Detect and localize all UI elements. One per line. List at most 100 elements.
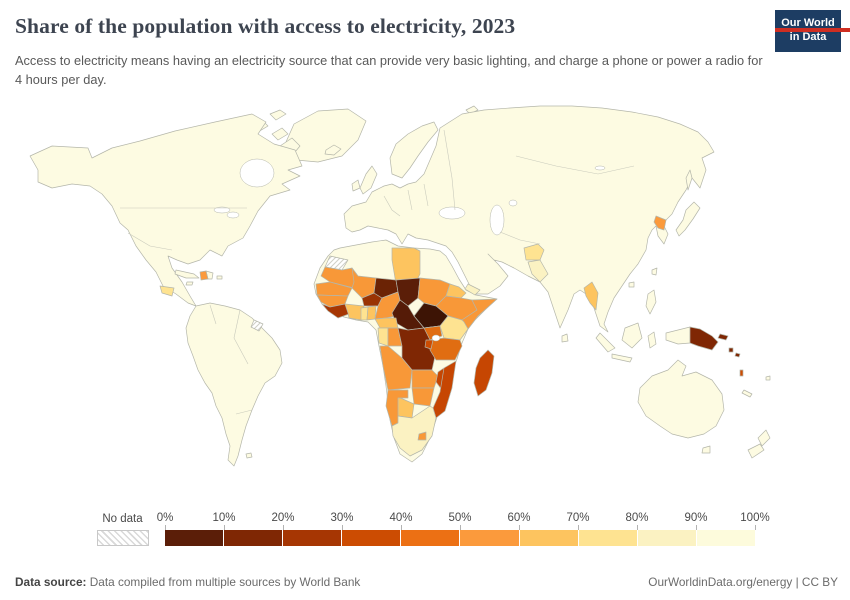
region-tanzania[interactable] [429, 337, 463, 361]
region-eritrea-djibouti[interactable] [445, 283, 467, 299]
region-north-america[interactable] [29, 113, 303, 307]
region-pakistan[interactable] [527, 259, 549, 283]
legend-bin-10-20%[interactable] [224, 530, 284, 546]
region-jamaica[interactable] [185, 281, 194, 286]
legend-tick-label-10%: 10% [212, 512, 236, 524]
region-papua-new-guinea[interactable] [689, 326, 719, 351]
legend-tick-label-60%: 60% [507, 512, 531, 524]
region-fiji[interactable] [765, 375, 771, 381]
legend-bin-40-50%[interactable] [401, 530, 461, 546]
aral-sea [508, 199, 518, 207]
border-hint-0 [120, 207, 247, 251]
region-falkland-islands[interactable] [245, 452, 253, 459]
region-japan[interactable] [675, 201, 701, 237]
region-puerto-rico[interactable] [216, 275, 223, 280]
region-lesotho[interactable] [417, 431, 427, 441]
hudson-bay [239, 158, 275, 188]
region-solomon-2[interactable] [734, 352, 741, 358]
legend-tick-labels: 0% 10% 20% 30% 40% 50% 60% 70% 80% 90% 100% [157, 512, 770, 526]
region-uk[interactable] [359, 165, 378, 195]
license-link[interactable]: OurWorldinData.org/energy | CC BY [648, 575, 838, 589]
border-hint-2 [383, 129, 456, 217]
border-hint-3 [499, 155, 635, 245]
page-title: Share of the population with access to e… [15, 14, 516, 38]
region-sakhalin[interactable] [685, 169, 693, 191]
region-zambia[interactable] [411, 369, 439, 389]
region-sulawesi[interactable] [647, 331, 657, 349]
region-honduras-nicaragua[interactable] [159, 285, 175, 297]
region-zimbabwe[interactable] [411, 387, 435, 407]
region-senegal[interactable] [315, 281, 353, 297]
region-namibia[interactable] [385, 389, 409, 427]
region-sumatra[interactable] [595, 332, 616, 353]
legend-bin-50-60%[interactable] [460, 530, 520, 546]
region-madagascar[interactable] [473, 349, 495, 397]
region-vanuatu[interactable] [739, 369, 744, 377]
legend-tick-label-90%: 90% [684, 512, 708, 524]
region-cote-divoire[interactable] [344, 303, 365, 321]
great-lake-2 [226, 211, 240, 219]
region-australia[interactable] [637, 359, 725, 439]
region-borneo[interactable] [621, 322, 643, 349]
legend-tick-label-0%: 0% [156, 512, 174, 524]
region-haiti[interactable] [199, 270, 209, 281]
region-arctic-island-2[interactable] [271, 127, 289, 141]
world-map [0, 98, 850, 506]
lake-baikal [594, 165, 606, 171]
region-south-america[interactable] [185, 302, 283, 467]
region-togo-benin[interactable] [366, 305, 377, 321]
region-north-korea[interactable] [653, 215, 667, 231]
legend-tick-label-70%: 70% [566, 512, 590, 524]
great-lake-1 [213, 206, 231, 214]
no-data-swatch[interactable] [97, 530, 149, 546]
legend-tick-label-20%: 20% [271, 512, 295, 524]
legend-tick-label-30%: 30% [330, 512, 354, 524]
region-yemen[interactable] [464, 283, 481, 296]
region-java[interactable] [611, 353, 633, 363]
region-nz-south[interactable] [747, 443, 765, 459]
region-solomon-1[interactable] [728, 347, 734, 353]
region-iceland[interactable] [324, 144, 342, 156]
region-cameroon[interactable] [374, 317, 399, 329]
legend-bin-70-80%[interactable] [578, 530, 638, 546]
region-sri-lanka[interactable] [561, 333, 569, 343]
region-hainan[interactable] [628, 281, 635, 288]
region-new-britain[interactable] [717, 333, 729, 341]
owid-logo-accent-bar [775, 28, 850, 32]
data-source-note: Data source: Data compiled from multiple… [15, 575, 360, 589]
region-philippines[interactable] [645, 289, 657, 315]
region-west-new-guinea[interactable] [665, 326, 691, 345]
region-taiwan[interactable] [651, 267, 658, 276]
region-tasmania[interactable] [701, 445, 711, 454]
owid-logo[interactable]: Our World in Data [775, 10, 850, 56]
legend-bin-60-70%[interactable] [519, 530, 579, 546]
region-afghanistan[interactable] [523, 243, 545, 261]
region-rwanda-burundi[interactable] [424, 339, 434, 350]
region-myanmar[interactable] [583, 281, 599, 311]
region-nz-north[interactable] [757, 429, 771, 447]
legend-tick-label-80%: 80% [625, 512, 649, 524]
region-angola[interactable] [379, 345, 413, 391]
owid-logo-line1: Our World [781, 17, 835, 30]
owid-logo-line2: in Data [789, 31, 827, 43]
region-eurasia[interactable] [343, 105, 715, 333]
region-cuba[interactable] [174, 269, 200, 279]
region-gabon[interactable] [377, 327, 389, 347]
black-sea [438, 206, 466, 220]
legend-bin-0-10%[interactable] [165, 530, 225, 546]
region-arctic-island-3[interactable] [269, 109, 287, 121]
legend-bin-30-40%[interactable] [342, 530, 402, 546]
region-south-africa[interactable] [391, 405, 437, 457]
legend-ticks [165, 525, 756, 530]
legend-bin-20-30%[interactable] [283, 530, 343, 546]
legend-bin-90-100%[interactable] [696, 530, 755, 546]
legend-bin-80-90%[interactable] [637, 530, 697, 546]
region-greenland[interactable] [285, 108, 367, 163]
region-french-guiana[interactable] [250, 319, 264, 332]
region-ireland[interactable] [351, 179, 361, 192]
chart-subtitle: Access to electricity means having an el… [15, 53, 763, 88]
region-mozambique[interactable] [432, 360, 457, 419]
region-scandinavia[interactable] [389, 121, 439, 179]
region-new-caledonia[interactable] [741, 389, 753, 398]
